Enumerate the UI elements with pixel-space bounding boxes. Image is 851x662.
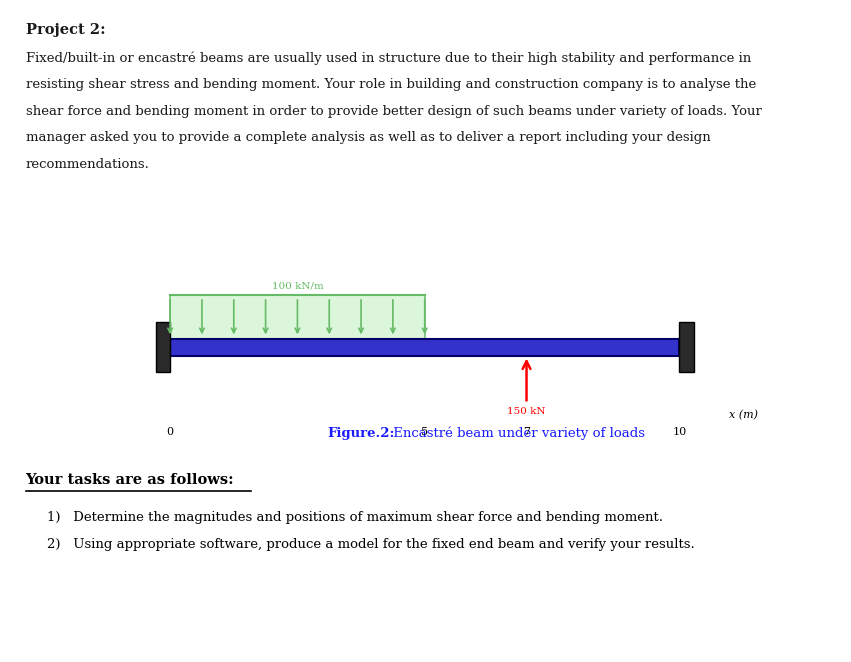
Text: Project 2:: Project 2: — [26, 23, 106, 37]
Text: 100 kN/m: 100 kN/m — [271, 282, 323, 291]
Text: 150 kN: 150 kN — [507, 407, 545, 416]
Text: resisting shear stress and bending moment. Your role in building and constructio: resisting shear stress and bending momen… — [26, 78, 756, 91]
Text: 0: 0 — [167, 426, 174, 437]
Text: shear force and bending moment in order to provide better design of such beams u: shear force and bending moment in order … — [26, 105, 762, 118]
Text: recommendations.: recommendations. — [26, 158, 150, 171]
Text: 1)   Determine the magnitudes and positions of maximum shear force and bending m: 1) Determine the magnitudes and position… — [47, 511, 663, 524]
Text: Your tasks are as follows:: Your tasks are as follows: — [26, 473, 234, 487]
Text: 7: 7 — [523, 426, 530, 437]
Bar — [170, 339, 679, 355]
Bar — [170, 295, 425, 339]
Text: 2)   Using appropriate software, produce a model for the fixed end beam and veri: 2) Using appropriate software, produce a… — [47, 538, 694, 551]
Text: 10: 10 — [672, 426, 687, 437]
Text: 5: 5 — [421, 426, 428, 437]
Bar — [156, 322, 170, 372]
Text: Fixed/built-in or encastré beams are usually used in structure due to their high: Fixed/built-in or encastré beams are usu… — [26, 52, 751, 65]
Text: manager asked you to provide a complete analysis as well as to deliver a report : manager asked you to provide a complete … — [26, 131, 711, 144]
Bar — [679, 322, 694, 372]
Text: Encastré beam under variety of loads: Encastré beam under variety of loads — [389, 427, 645, 440]
Text: Figure.2:: Figure.2: — [328, 427, 395, 440]
Text: x (m): x (m) — [729, 410, 758, 420]
